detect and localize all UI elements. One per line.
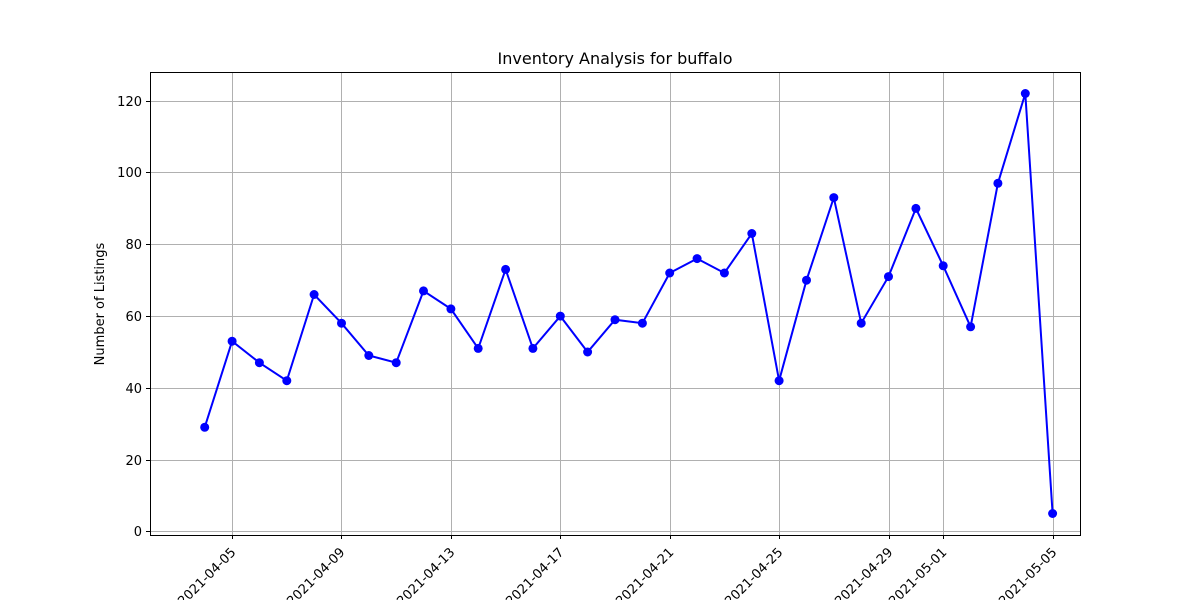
data-point [528,343,538,353]
data-point [227,336,237,346]
data-point [829,193,839,203]
y-tick-label: 0 [134,525,142,540]
x-tick-label: 2021-04-05 [175,545,239,600]
data-point [419,286,428,296]
data-point [911,203,921,213]
data-point [774,376,784,386]
y-tick-label: 40 [125,382,142,397]
data-point [364,351,374,360]
x-tick-label: 2021-05-05 [996,545,1060,600]
data-point [719,268,729,278]
data-point [282,376,292,386]
ticks: 0 20 40 60 80 100 120 2021-04-05 2021-04-09 2021-… [117,95,1060,600]
x-tick-label: 2021-04-09 [284,545,348,600]
data-point [555,311,565,321]
data-point [884,272,893,282]
plot-frame [150,72,1081,536]
data-point [856,318,866,328]
data-point [391,358,401,368]
data-point [692,254,702,264]
data-point [337,318,346,328]
x-tick-label: 2021-04-29 [832,545,896,600]
y-tick-label: 120 [117,95,142,110]
data-point [446,304,456,314]
data-point [254,358,264,368]
x-tick-label: 2021-04-21 [613,545,677,600]
y-axis-label: Number of Listings [93,242,108,365]
y-tick-label: 60 [125,310,142,325]
chart-title: Inventory Analysis for buffalo [498,49,733,68]
data-point [200,422,210,432]
data-point [583,347,593,357]
x-tick-label: 2021-05-01 [886,545,950,600]
data-point [802,275,811,285]
data-point [665,268,675,278]
y-tick-label: 80 [125,238,142,253]
series-layer [200,89,1058,518]
x-tick-label: 2021-04-13 [394,545,458,600]
data-point [966,322,976,332]
y-tick-label: 20 [125,454,142,469]
data-point [1020,89,1030,98]
data-point [938,261,948,271]
grid [150,72,1080,535]
y-tick-label: 100 [117,166,142,181]
series-line [203,93,1054,514]
data-point [309,290,319,299]
x-tick-label: 2021-04-25 [722,545,786,600]
x-tick-label: 2021-04-17 [503,545,567,600]
data-point [993,178,1003,188]
data-point [1048,509,1058,518]
data-point [747,229,757,238]
data-point [473,343,483,353]
data-point [637,318,647,328]
data-point [610,315,620,325]
data-point [501,264,511,274]
